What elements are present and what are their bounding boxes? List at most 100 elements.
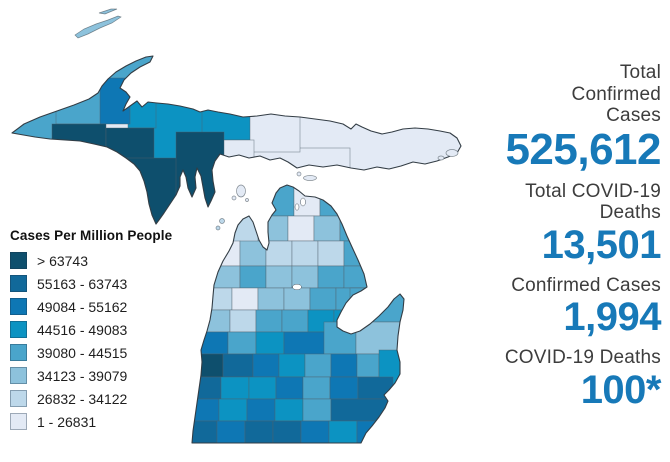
county-isabella [281,309,309,333]
county-livingston [302,376,331,400]
mackinac-island [296,171,302,177]
legend-item: > 63743 [10,252,200,269]
county-calhoun [246,398,276,422]
county-monroe [356,420,396,443]
south-manitou-island [215,225,221,231]
county-otsego [287,215,315,242]
legend-label: > 63743 [37,252,88,269]
county-charlevoix-antrim [257,215,289,242]
st-joseph-island [437,155,445,161]
legend-label: 39080 - 44515 [37,344,128,361]
isle-royale-island [74,15,122,39]
legend-item: 49084 - 55162 [10,298,200,315]
legend-item: 39080 - 44515 [10,344,200,361]
county-lenawee [328,420,358,443]
county-clare [283,287,311,311]
county-emmet [261,185,295,217]
stat-label-total-confirmed-cases: Total Confirmed Cases [571,62,661,126]
county-kent [222,353,254,378]
county-cass [216,420,246,443]
county-saginaw [283,331,327,357]
county-hillsdale [300,420,330,443]
legend-item: 55163 - 63743 [10,275,200,292]
county-barry [220,376,250,400]
stat-label-confirmed-cases: Confirmed Cases [511,274,661,296]
stat-total-deaths: Total COVID-19 Deaths 13,501 [483,181,661,267]
county-sanilac [355,321,404,355]
county-oceana [197,309,231,333]
county-osceola [257,287,285,311]
stat-value-total-deaths: 13,501 [541,222,662,267]
legend-title: Cases Per Million People [10,228,173,243]
lower-peninsula-outline [191,184,405,444]
county-oscoda [317,240,345,267]
county-iosco [343,265,373,289]
legend-swatch-3 [10,298,27,315]
county-gratiot [255,331,285,355]
legend-label: 34123 - 39079 [37,367,128,384]
county-kalamazoo [218,398,248,422]
county-crawford [291,240,319,267]
county-tuscola [323,321,357,355]
lower-peninsula-counties[interactable] [180,175,410,447]
stat-value-total-confirmed-cases: 525,612 [505,124,661,174]
stat-confirmed-cases: Confirmed Cases 1,994 [483,275,661,340]
county-ontonagon [51,77,101,125]
north-manitou-island [219,218,225,224]
county-ogemaw [317,265,345,289]
county-missaukee [265,265,293,289]
beaver-island [236,184,246,198]
county-st-joseph [244,420,274,443]
county-oakland [329,376,359,400]
stat-label-covid-deaths: COVID-19 Deaths [504,347,661,368]
county-keweenaw [89,56,163,79]
stat-value-covid-deaths: 100* [580,367,662,412]
county-menominee [125,157,181,224]
upper-peninsula-counties[interactable] [0,0,470,250]
county-mecosta [255,309,283,333]
stat-covid-deaths: COVID-19 Deaths 100* [483,347,662,412]
legend-swatch-7 [10,390,27,407]
garden-island [231,195,237,201]
legend-swatch-6 [10,367,27,384]
county-lapeer [356,353,380,378]
county-genesee [330,353,358,378]
county-montcalm [227,331,257,355]
legend-item: 34123 - 39079 [10,367,200,384]
houghton-lake [292,283,302,291]
legend-swatch-8 [10,413,27,430]
county-gladwin [309,287,337,311]
county-benzie [209,240,241,267]
county-mason [201,287,233,311]
high-island [245,198,249,202]
legend-label: 1 - 26831 [37,413,97,430]
legend-label: 49084 - 55162 [37,298,128,315]
county-branch [272,420,302,443]
stats-panel: Total Confirmed Cases 525,612 Total COVI… [483,62,662,420]
county-alpena [339,215,375,242]
county-ingham [275,376,304,400]
legend-swatch-2 [10,275,27,292]
legend: Cases Per Million People > 63743 55163 -… [10,228,200,436]
county-eaton [248,376,277,400]
county-manistee [205,265,241,289]
stat-label-total-deaths: Total COVID-19 Deaths [525,180,661,224]
legend-item: 1 - 26831 [10,413,200,430]
legend-swatch-1 [10,252,27,269]
mullett-lake [300,197,306,207]
stat-total-confirmed-cases: Total Confirmed Cases 525,612 [483,62,661,173]
stat-value-confirmed-cases: 1,994 [563,295,661,339]
legend-label: 55163 - 63743 [37,275,128,292]
county-gogebic [12,95,57,151]
legend-item: 44516 - 49083 [10,321,200,338]
passage-island [98,8,118,15]
legend-label: 44516 - 49083 [37,321,128,338]
drummond-island [445,149,459,157]
county-montmorency [313,215,341,242]
county-presque-isle [319,185,375,217]
county-newaygo [229,309,257,333]
county-macomb [357,376,394,400]
county-iron [51,123,107,177]
